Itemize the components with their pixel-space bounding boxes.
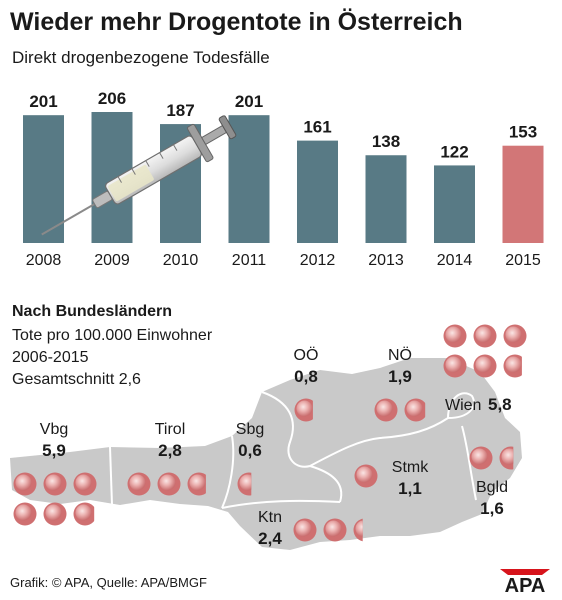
region-name-vbg: Vbg	[40, 421, 68, 438]
bar-value-label: 122	[440, 142, 468, 161]
map-subtitle-line-1: Tote pro 100.000 Einwohner	[12, 327, 213, 344]
bar-value-label: 187	[166, 101, 194, 120]
region-name-ktn: Ktn	[258, 509, 282, 526]
dot-partial-ktn	[353, 518, 363, 542]
dot-partial-bgld	[499, 446, 514, 470]
bar-value-label: 206	[98, 89, 126, 108]
bar-value-label: 138	[372, 132, 400, 151]
region-value-ooe: 0,8	[294, 367, 318, 386]
region-value-ktn: 2,4	[258, 529, 282, 548]
dot-highlight	[445, 326, 462, 343]
bar-value-label: 161	[303, 118, 331, 137]
x-tick-label: 2013	[368, 252, 404, 269]
x-tick-label: 2011	[232, 252, 267, 269]
region-name-bgld: Bgld	[476, 479, 508, 496]
section-title: Nach Bundesländern	[12, 303, 173, 320]
bar-2012	[297, 140, 338, 243]
dot-highlight	[159, 474, 176, 491]
source-footer: Grafik: © APA, Quelle: APA/BMGF	[10, 575, 207, 590]
region-value-tirol: 2,8	[158, 441, 182, 460]
dot-highlight	[445, 356, 462, 373]
region-value-wien: 5,8	[488, 395, 512, 414]
dot-highlight	[15, 474, 32, 491]
region-value-sbg: 0,6	[238, 441, 262, 460]
chart-title: Wieder mehr Drogentote in Österreich	[10, 8, 463, 36]
dot-highlight	[15, 504, 32, 521]
region-value-stmk: 1,1	[398, 479, 422, 498]
x-tick-label: 2012	[300, 252, 336, 269]
dot-partial-noe	[404, 398, 426, 422]
dot-highlight	[475, 356, 492, 373]
region-value-bgld: 1,6	[480, 499, 504, 518]
region-name-stmk: Stmk	[392, 459, 429, 476]
dot-partial-wien	[503, 354, 522, 378]
bar-value-label: 201	[235, 92, 263, 111]
x-tick-label: 2014	[437, 252, 473, 269]
bar-value-label: 153	[509, 123, 537, 142]
chart-subtitle: Direkt drogenbezogene Todesfälle	[12, 48, 270, 67]
dot-highlight	[471, 448, 488, 465]
map-subtitle-line-3: Gesamtschnitt 2,6	[12, 371, 141, 388]
dot-highlight	[325, 520, 342, 537]
region-value-vbg: 5,9	[42, 441, 66, 460]
bar-2014	[434, 165, 475, 243]
bar-2008	[23, 115, 64, 243]
dot-highlight	[45, 504, 62, 521]
dot-highlight	[505, 326, 522, 343]
syringe-illustration	[41, 115, 237, 236]
region-dots	[13, 324, 527, 542]
dot-highlight	[295, 520, 312, 537]
x-tick-label: 2009	[94, 252, 130, 269]
bar-value-label: 201	[29, 92, 57, 111]
bar-2013	[365, 155, 407, 243]
region-name-wien: Wien	[445, 397, 481, 414]
dot-highlight	[75, 474, 92, 491]
dot-partial-vbg	[73, 502, 95, 526]
dot-highlight	[356, 466, 373, 483]
dot-partial-ooe	[294, 398, 313, 422]
dot-partial-tirol	[187, 472, 206, 496]
bar-2015	[502, 145, 544, 243]
x-tick-label: 2015	[505, 252, 541, 269]
logo-text: APA	[505, 575, 546, 593]
dot-partial-sbg	[237, 472, 252, 496]
x-tick-label: 2008	[26, 252, 62, 269]
dot-highlight	[129, 474, 146, 491]
dot-highlight	[45, 474, 62, 491]
region-name-sbg: Sbg	[236, 421, 264, 438]
region-name-ooe: OÖ	[294, 346, 319, 364]
x-tick-label: 2010	[163, 252, 199, 269]
bar-chart: 201 2008 206 2009 187 2010 201 2011 161 2012 138 20…	[23, 89, 544, 269]
region-value-noe: 1,9	[388, 367, 412, 386]
map-subtitle-line-2: 2006-2015	[12, 349, 89, 366]
dot-highlight	[475, 326, 492, 343]
region-labels: Vbg 5,9 Tirol 2,8 Sbg 0,6 OÖ 0,8 NÖ 1,9 Wien 5,8 Stm…	[40, 346, 512, 548]
region-name-noe: NÖ	[388, 346, 412, 364]
apa-logo: APA	[500, 569, 550, 593]
dot-highlight	[376, 400, 393, 417]
region-name-tirol: Tirol	[155, 421, 186, 438]
